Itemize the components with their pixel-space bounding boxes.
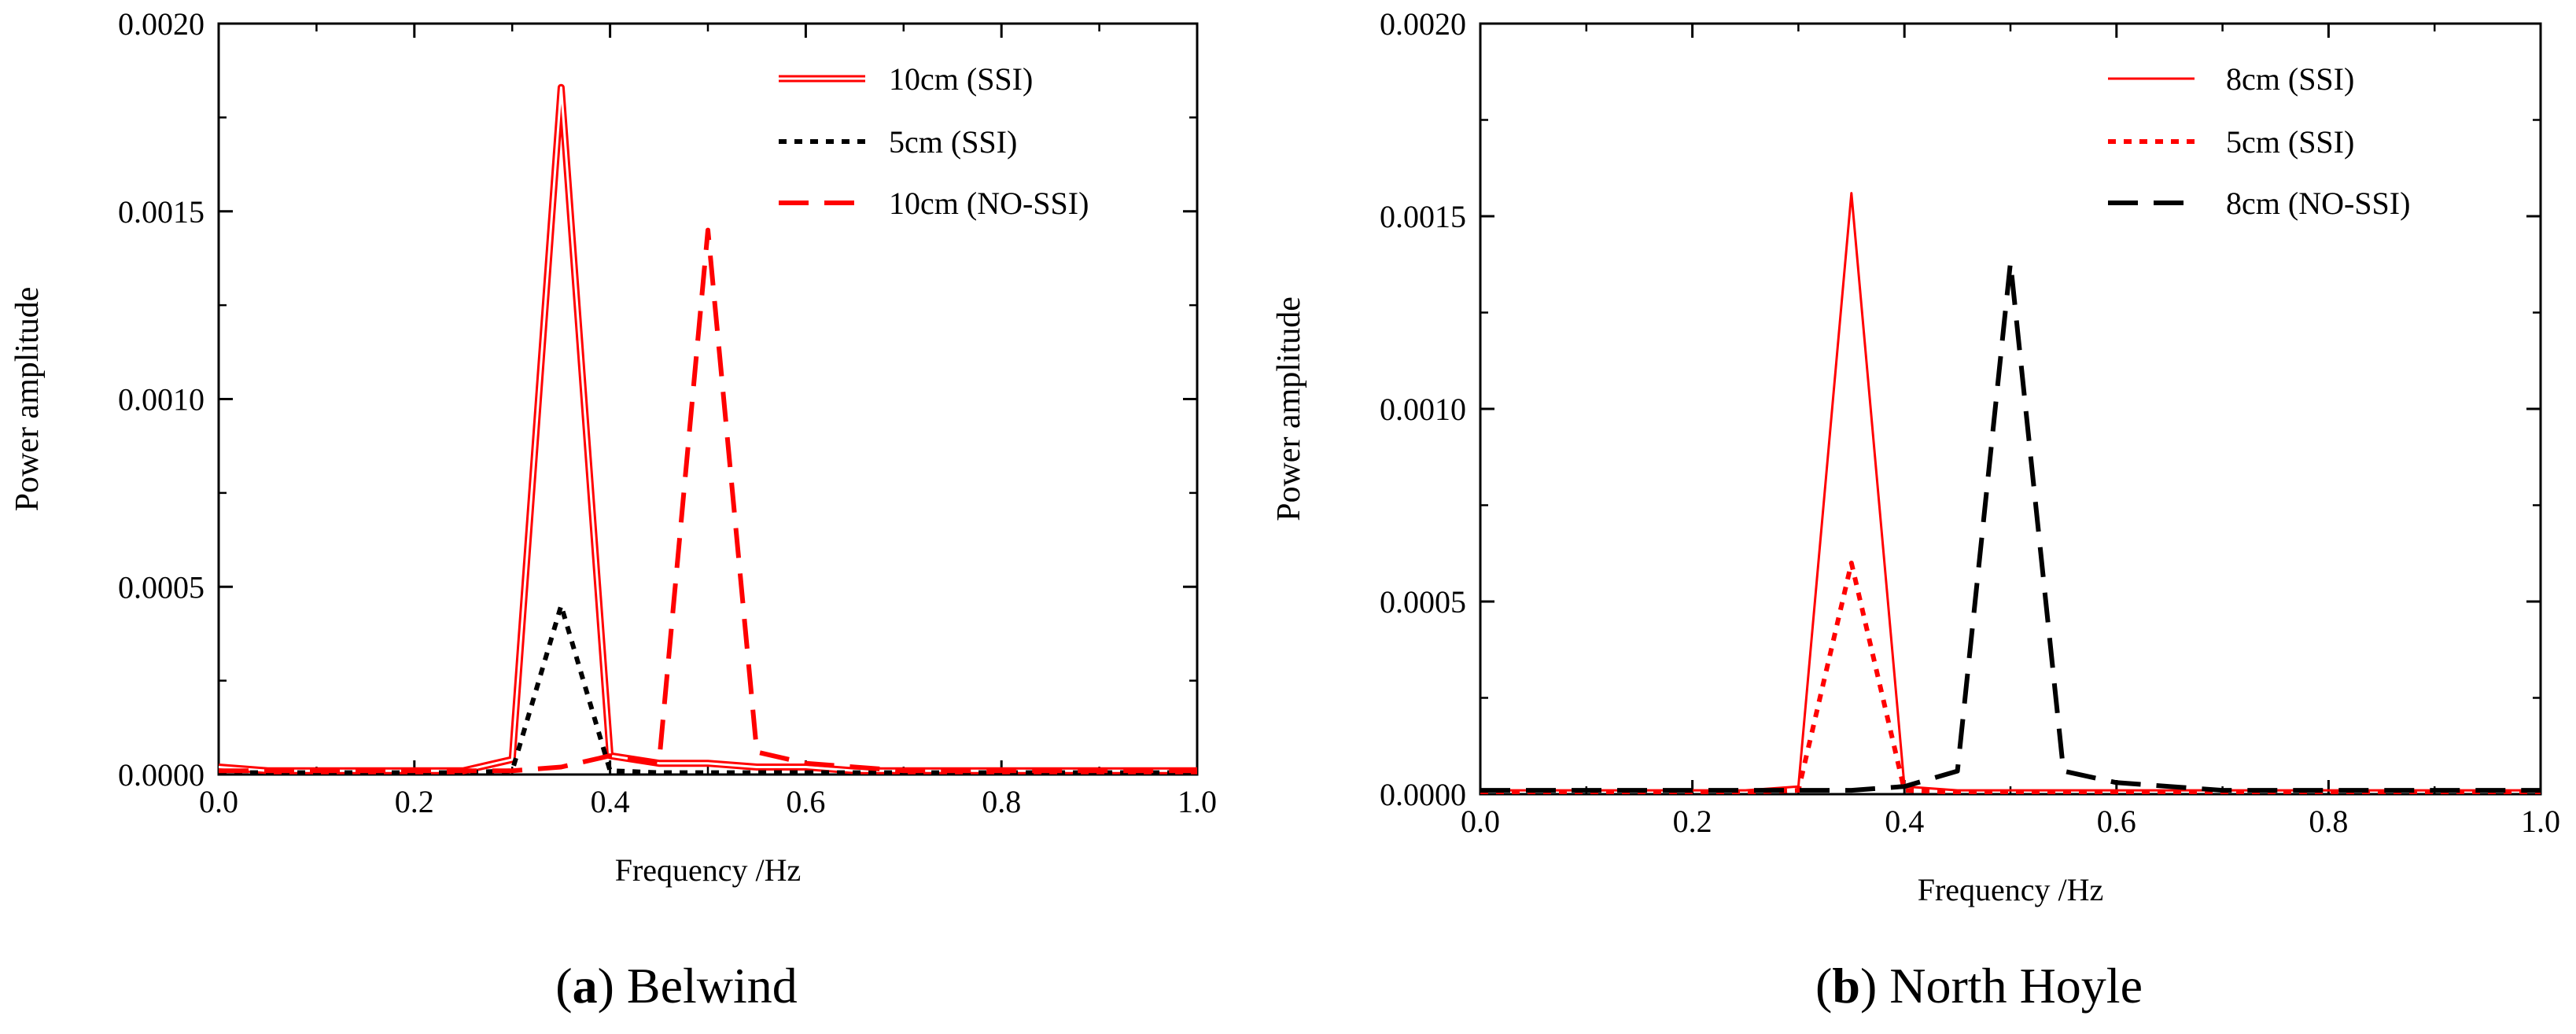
x-tick-label: 0.8: [982, 784, 1021, 819]
legend-label: 5cm (SSI): [2226, 124, 2354, 160]
legend-label: 8cm (SSI): [2226, 61, 2354, 97]
x-axis-title: Frequency /Hz: [615, 852, 802, 888]
y-axis-title: Power amplitude: [1271, 296, 1307, 521]
y-tick-label: 0.0020: [118, 6, 205, 42]
y-axis-title: Power amplitude: [9, 287, 46, 512]
series-line: [1480, 561, 2541, 794]
caption-close-paren: ): [1860, 958, 1889, 1014]
legend-label: 5cm (SSI): [889, 124, 1017, 160]
y-tick-label: 0.0015: [118, 194, 205, 230]
panel-caption: (a) Belwind: [555, 958, 798, 1014]
y-tick-label: 0.0015: [1380, 199, 1466, 234]
y-tick-label: 0.0020: [1380, 6, 1466, 42]
series-line: [1480, 259, 2541, 793]
caption-panel-letter: b: [1832, 958, 1860, 1014]
legend-label: 10cm (NO-SSI): [889, 186, 1089, 221]
x-tick-label: 0.6: [786, 784, 825, 819]
x-tick-label: 0.2: [395, 784, 434, 819]
panel-caption: (b) North Hoyle: [1815, 958, 2143, 1014]
y-tick-label: 0.0010: [118, 382, 205, 418]
x-tick-label: 0.4: [591, 784, 630, 819]
caption-title: North Hoyle: [1889, 958, 2143, 1014]
series-1: [219, 603, 1197, 775]
y-tick-label: 0.0000: [1380, 777, 1466, 812]
series-line: [219, 227, 1197, 774]
series-2: [1480, 259, 2541, 793]
legend-label: 8cm (NO-SSI): [2226, 186, 2410, 221]
y-tick-label: 0.0005: [118, 569, 205, 605]
y-tick-label: 0.0005: [1380, 584, 1466, 620]
x-tick-label: 0.2: [1673, 804, 1712, 839]
y-tick-label: 0.0010: [1380, 392, 1466, 427]
x-tick-label: 1.0: [2521, 804, 2560, 839]
chart-panel-b: 0.0 0.2 0.4 0.6 0.8 1.0 0.0000 0.0005 0.0010 0.00…: [1271, 6, 2560, 1014]
plot-frame: [217, 22, 1199, 776]
plot-frame: [1479, 22, 2542, 796]
x-tick-label: 0.0: [1461, 804, 1500, 839]
caption-open-paren: (: [555, 958, 572, 1014]
caption-close-paren: ): [598, 958, 627, 1014]
x-tick-label: 0.0: [199, 784, 238, 819]
series-1: [1480, 561, 2541, 794]
series-2: [219, 227, 1197, 774]
y-tick-label: 0.0000: [118, 757, 205, 793]
x-axis-title: Frequency /Hz: [1918, 872, 2104, 907]
x-tick-label: 0.6: [2097, 804, 2136, 839]
x-tick-label: 0.4: [1885, 804, 1924, 839]
chart-panel-a: 0.0 0.2 0.4 0.6 0.8 1.0 0.0000 0.0005 0.0010 0.00…: [9, 6, 1217, 1014]
x-tick-label: 0.8: [2309, 804, 2348, 839]
series-line: [219, 603, 1197, 775]
caption-panel-letter: a: [573, 958, 598, 1014]
caption-title: Belwind: [627, 958, 798, 1014]
legend-label: 10cm (SSI): [889, 61, 1033, 97]
caption-open-paren: (: [1815, 958, 1832, 1014]
x-tick-label: 1.0: [1177, 784, 1217, 819]
